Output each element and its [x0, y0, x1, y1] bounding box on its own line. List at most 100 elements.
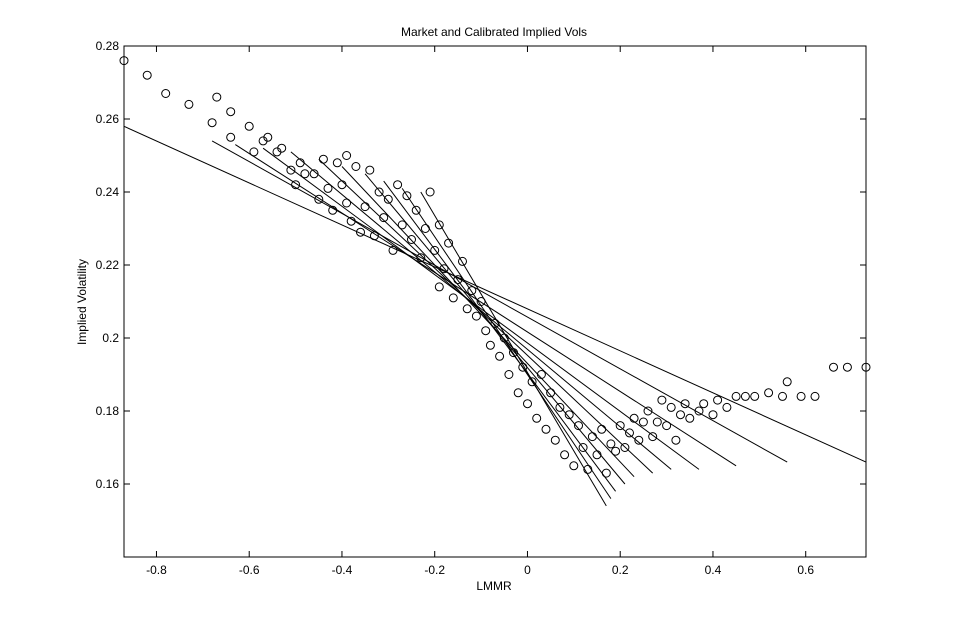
market-point — [495, 351, 505, 361]
market-point — [291, 180, 301, 190]
market-point — [518, 362, 528, 372]
y-tick-label: 0.28 — [96, 39, 120, 53]
y-tick-label: 0.18 — [96, 404, 120, 418]
market-point — [583, 464, 593, 474]
market-point — [560, 450, 570, 460]
market-point — [731, 391, 741, 401]
market-point — [513, 388, 523, 398]
market-point — [555, 402, 565, 412]
market-point — [504, 370, 514, 379]
market-point — [685, 413, 695, 423]
market-point — [666, 402, 676, 412]
market-point — [300, 169, 310, 179]
market-point — [434, 220, 444, 230]
y-tick-label: 0.16 — [96, 477, 120, 491]
market-point — [523, 399, 532, 409]
market-point — [662, 421, 672, 431]
axis-ticks — [124, 45, 866, 557]
x-tick-label: -0.6 — [239, 563, 260, 577]
chart-title: Market and Calibrated Implied Vols — [401, 25, 587, 39]
market-point — [244, 121, 254, 131]
market-point — [861, 362, 871, 372]
market-point — [625, 428, 634, 438]
market-point — [439, 264, 449, 274]
market-point — [615, 421, 625, 431]
market-point — [485, 340, 495, 350]
market-point — [249, 147, 259, 157]
market-point — [323, 183, 333, 193]
market-point — [328, 205, 338, 215]
market-point — [782, 377, 792, 387]
market-point — [694, 406, 704, 416]
market-point — [481, 326, 491, 336]
market-point — [393, 180, 403, 190]
market-point — [643, 406, 653, 416]
x-tick-label: 0.2 — [612, 563, 629, 577]
market-point — [448, 293, 458, 303]
market-point — [226, 132, 236, 142]
market-point — [351, 162, 361, 171]
market-point — [458, 256, 467, 266]
market-point — [592, 450, 602, 460]
y-tick-label: 0.2 — [102, 331, 119, 345]
market-point — [634, 435, 644, 445]
calibrated-line-7 — [341, 166, 635, 478]
market-point — [597, 424, 607, 434]
market-point — [532, 413, 542, 423]
market-point — [587, 432, 597, 442]
market-point — [453, 275, 463, 285]
market-point — [611, 446, 621, 456]
y-tick-label: 0.26 — [96, 112, 120, 126]
market-point — [184, 99, 194, 109]
market-point — [657, 395, 667, 405]
x-tick-label: 0.4 — [705, 563, 722, 577]
plot-area — [119, 45, 871, 558]
market-point — [360, 202, 370, 212]
calibrated-line-2 — [211, 140, 788, 463]
market-point — [601, 468, 611, 478]
market-point — [648, 432, 658, 442]
market-point — [671, 435, 681, 445]
market-point — [434, 282, 444, 292]
x-tick-label: -0.8 — [146, 563, 167, 577]
market-point — [550, 435, 560, 445]
market-point — [337, 180, 347, 190]
market-point — [569, 461, 579, 471]
calibrated-line-1 — [123, 125, 867, 463]
market-point — [541, 424, 551, 434]
market-point — [397, 220, 407, 230]
market-point — [740, 391, 750, 401]
y-tick-label: 0.22 — [96, 258, 120, 272]
market-point — [471, 311, 481, 321]
market-point — [277, 143, 287, 153]
market-point — [796, 391, 806, 401]
market-point — [444, 238, 454, 248]
market-point — [778, 391, 787, 401]
market-point — [309, 169, 319, 179]
x-axis-label: LMMR — [476, 579, 512, 593]
market-point — [383, 194, 393, 204]
calibrated-line-3 — [235, 144, 737, 467]
market-point — [676, 410, 685, 420]
market-point — [161, 89, 171, 98]
market-point — [430, 245, 440, 255]
market-point — [680, 399, 690, 409]
market-point — [713, 395, 723, 405]
market-point — [606, 439, 616, 449]
market-point — [356, 227, 365, 237]
market-point — [652, 417, 662, 427]
market-point — [226, 107, 236, 117]
market-point — [638, 417, 648, 427]
axes-box — [123, 45, 867, 558]
x-tick-label: -0.2 — [424, 563, 445, 577]
market-point — [620, 443, 630, 452]
calibrated-line-10 — [401, 188, 612, 499]
market-point — [527, 377, 537, 387]
market-point — [490, 318, 500, 328]
market-point — [416, 253, 426, 263]
market-point — [476, 297, 486, 306]
market-point — [142, 70, 152, 80]
market-point — [578, 443, 588, 452]
market-point — [829, 362, 838, 372]
